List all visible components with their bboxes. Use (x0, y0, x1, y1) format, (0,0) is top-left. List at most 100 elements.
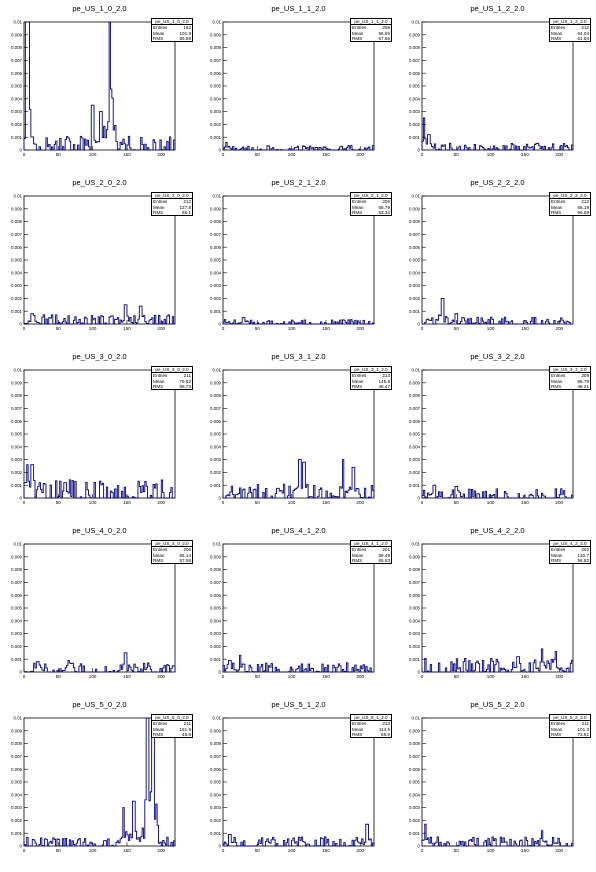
y-tick-label: 0.01 (411, 20, 420, 25)
y-tick-label: 0.006 (409, 419, 421, 424)
y-tick-label: 0.01 (411, 542, 420, 547)
x-tick-label: 200 (157, 152, 165, 157)
chart-title: pe_US_5_2_2.0 (470, 700, 525, 709)
stats-value: 48.47 (378, 383, 391, 389)
stats-value: 206 (382, 25, 390, 31)
y-tick-label: 0 (20, 844, 23, 849)
stats-row-rms: RMS 48.21 (550, 384, 590, 389)
stats-row-mean: Mean 79.62 (152, 379, 192, 384)
stats-value: 211 (183, 373, 191, 379)
histogram-plot: 0 0.001 0.002 0.003 0.004 0.005 0.006 0.007 0.00… (210, 20, 375, 157)
stats-value: 211 (183, 721, 191, 727)
stats-row-entries: Entries 206 (351, 25, 391, 30)
y-tick-label: 0.001 (210, 483, 222, 488)
x-tick-label: 100 (89, 674, 97, 679)
x-tick-label: 50 (56, 152, 62, 157)
stats-row-entries: Entries 209 (550, 373, 590, 378)
x-tick-label: 200 (356, 152, 364, 157)
x-tick-label: 200 (157, 674, 165, 679)
x-tick-label: 50 (255, 500, 261, 505)
stats-row-entries: Entries 211 (152, 373, 192, 378)
y-tick-label: 0.01 (411, 716, 420, 721)
histogram-plot: 0 0.001 0.002 0.003 0.004 0.005 0.006 0.007 0.00… (11, 716, 176, 853)
stats-label: Mean (352, 378, 364, 384)
x-tick-label: 50 (255, 674, 261, 679)
histogram-panel: pe_US_1_0_2.0 0 0.001 0.002 0.003 0.004 0.005 0… (0, 0, 199, 174)
stats-row-rms: RMS 65.1 (152, 210, 192, 215)
chart-title: pe_US_1_0_2.0 (72, 4, 127, 13)
stats-row-entries: Entries 202 (550, 547, 590, 552)
stats-value: 57.58 (179, 557, 192, 563)
stats-value: 73.61 (577, 731, 590, 737)
stats-name: pe_US_1_0_2.0 (152, 19, 192, 26)
y-tick-label: 0.002 (11, 818, 23, 823)
x-tick-label: 200 (555, 674, 563, 679)
chart-title: pe_US_5_0_2.0 (72, 700, 127, 709)
x-tick-label: 50 (454, 674, 460, 679)
stats-label: Mean (551, 552, 563, 558)
x-tick-label: 150 (123, 674, 131, 679)
stats-box: pe_US_2_1_2.0 Entries 206 Mean 56.79 RMS 63.34 (350, 192, 392, 217)
histogram-plot: 0 0.001 0.002 0.003 0.004 0.005 0.006 0.007 0.00… (11, 368, 176, 505)
y-tick-label: 0.009 (11, 554, 23, 559)
y-tick-label: 0.003 (210, 457, 222, 462)
y-tick-label: 0 (20, 322, 23, 327)
y-tick-label: 0.009 (210, 206, 222, 211)
stats-row-rms: RMS 63.34 (351, 210, 391, 215)
stats-box: pe_US_4_1_2.0 Entries 201 Mean 69.49 RMS 65.63 (350, 540, 392, 565)
y-tick-label: 0.003 (409, 631, 421, 636)
chart-title: pe_US_1_1_2.0 (271, 4, 326, 13)
stats-name: pe_US_3_0_2.0 (152, 367, 192, 374)
y-tick-label: 0.01 (212, 542, 221, 547)
histogram-plot: 0 0.001 0.002 0.003 0.004 0.005 0.006 0.007 0.00… (409, 716, 574, 853)
y-tick-label: 0.003 (11, 457, 23, 462)
stats-label: Entries (352, 373, 367, 379)
x-tick-label: 50 (454, 326, 460, 331)
x-tick-label: 150 (322, 326, 330, 331)
y-tick-label: 0.009 (11, 206, 23, 211)
y-tick-label: 0.007 (409, 406, 421, 411)
histogram-line (422, 648, 574, 673)
stats-label: RMS (153, 209, 164, 215)
stats-value: 66.19 (577, 204, 590, 210)
y-tick-label: 0.005 (210, 606, 222, 611)
stats-value: 56.79 (378, 204, 391, 210)
stats-box: pe_US_4_0_2.0 Entries 206 Mean 66.14 RMS 57.58 (151, 540, 193, 565)
stats-value: 212 (183, 199, 191, 205)
stats-label: RMS (551, 731, 562, 737)
stats-label: RMS (551, 557, 562, 563)
y-tick-label: 0.01 (212, 194, 221, 199)
chart-title: pe_US_4_0_2.0 (72, 526, 127, 535)
y-tick-label: 0.003 (11, 109, 23, 114)
x-tick-label: 100 (487, 152, 495, 157)
y-tick-label: 0 (219, 844, 222, 849)
y-tick-label: 0.008 (409, 45, 421, 50)
stats-value: 211 (581, 721, 589, 727)
y-tick-label: 0.01 (411, 368, 420, 373)
y-tick-label: 0 (20, 670, 23, 675)
stats-row-entries: Entries 192 (152, 25, 192, 30)
stats-row-mean: Mean 64.04 (550, 31, 590, 36)
y-tick-label: 0.007 (210, 754, 222, 759)
histogram-line (23, 717, 176, 847)
y-tick-label: 0.009 (409, 32, 421, 37)
stats-value: 212 (581, 25, 589, 31)
stats-row-entries: Entries 213 (351, 721, 391, 726)
y-tick-label: 0.004 (409, 270, 421, 275)
y-tick-label: 0.007 (409, 232, 421, 237)
y-tick-label: 0.008 (210, 567, 222, 572)
y-tick-label: 0.004 (11, 792, 23, 797)
stats-box: pe_US_5_2_2.0 Entries 211 Mean 101.3 RMS 73.61 (549, 714, 591, 739)
stats-box: pe_US_1_2_2.0 Entries 212 Mean 64.04 RMS 61.84 (549, 18, 591, 43)
x-tick-label: 100 (89, 848, 97, 853)
stats-name: pe_US_1_1_2.0 (351, 19, 391, 26)
y-tick-label: 0.003 (210, 805, 222, 810)
stats-row-rms: RMS 67.86 (351, 36, 391, 41)
stats-value: 209 (581, 373, 589, 379)
x-tick-label: 50 (56, 674, 62, 679)
stats-row-entries: Entries 206 (152, 547, 192, 552)
stats-label: Entries (153, 547, 168, 553)
x-tick-label: 200 (356, 326, 364, 331)
x-tick-label: 100 (288, 500, 296, 505)
